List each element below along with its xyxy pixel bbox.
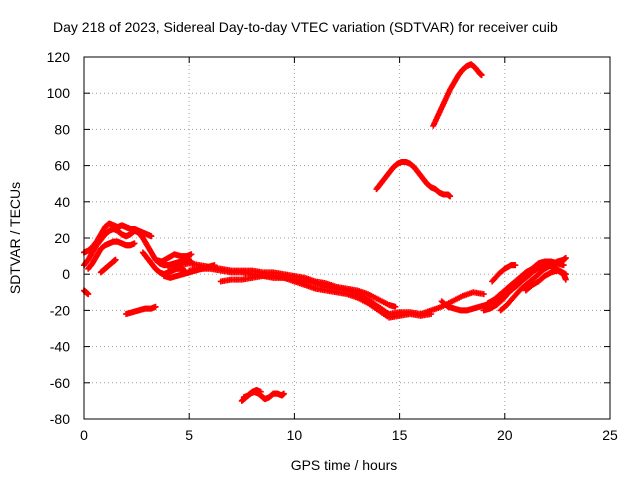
x-axis-label: GPS time / hours	[291, 457, 398, 473]
data-point	[428, 311, 435, 318]
y-tick-label: -80	[50, 411, 70, 427]
data-point	[562, 276, 569, 283]
x-tick-label: 5	[185, 427, 193, 443]
series-arc-6	[123, 303, 159, 318]
axis-ticks: 0 5 10 15 20 25 -80 -60 -40 -20 0 20 40 60 80 100 120	[47, 49, 618, 443]
x-tick-label: 15	[392, 427, 408, 443]
y-tick-label: 0	[62, 266, 70, 282]
data-point	[447, 193, 454, 200]
data-point	[131, 240, 138, 247]
data-point	[562, 254, 569, 261]
series-arc-4	[85, 238, 138, 272]
series-arc-5	[97, 256, 119, 276]
y-tick-label: 120	[47, 49, 71, 65]
series-arc-9	[160, 262, 218, 281]
series-arc-3	[81, 220, 155, 256]
x-tick-label: 0	[80, 427, 88, 443]
data-point	[152, 303, 159, 310]
series-arc-22	[522, 267, 569, 294]
series-arc-14	[240, 387, 264, 401]
data-point	[112, 256, 119, 263]
data-point	[188, 251, 195, 258]
x-tick-label: 20	[497, 427, 513, 443]
y-tick-label: 40	[54, 194, 70, 210]
series-arc-16	[430, 61, 485, 129]
data-point	[257, 388, 264, 395]
series-arc-8	[152, 251, 195, 265]
series-arc-20	[489, 262, 519, 285]
series-arc-1	[81, 287, 92, 298]
data-point	[478, 72, 485, 79]
chart-title: Day 218 of 2023, Sidereal Day-to-day VTE…	[53, 19, 558, 35]
y-tick-label: 20	[54, 230, 70, 246]
series-arc-12	[217, 273, 435, 321]
data-point	[392, 303, 399, 310]
y-tick-label: 80	[54, 121, 70, 137]
y-tick-label: -60	[50, 375, 70, 391]
y-tick-label: -20	[50, 302, 70, 318]
y-tick-label: 60	[54, 158, 70, 174]
y-axis-label: SDTVAR / TECUs	[7, 182, 23, 294]
data-point	[512, 262, 519, 269]
data-point	[480, 291, 487, 298]
y-tick-label: -40	[50, 339, 70, 355]
x-tick-label: 10	[287, 427, 303, 443]
series-arc-15	[373, 158, 454, 200]
data-point	[148, 233, 155, 240]
data-point	[560, 262, 567, 269]
grid-lines	[84, 57, 610, 419]
data-point	[280, 390, 287, 397]
x-tick-label: 25	[602, 427, 618, 443]
y-tick-label: 100	[47, 85, 71, 101]
series-arc-21	[497, 254, 569, 314]
plot-area	[81, 61, 569, 404]
data-point	[85, 291, 92, 298]
